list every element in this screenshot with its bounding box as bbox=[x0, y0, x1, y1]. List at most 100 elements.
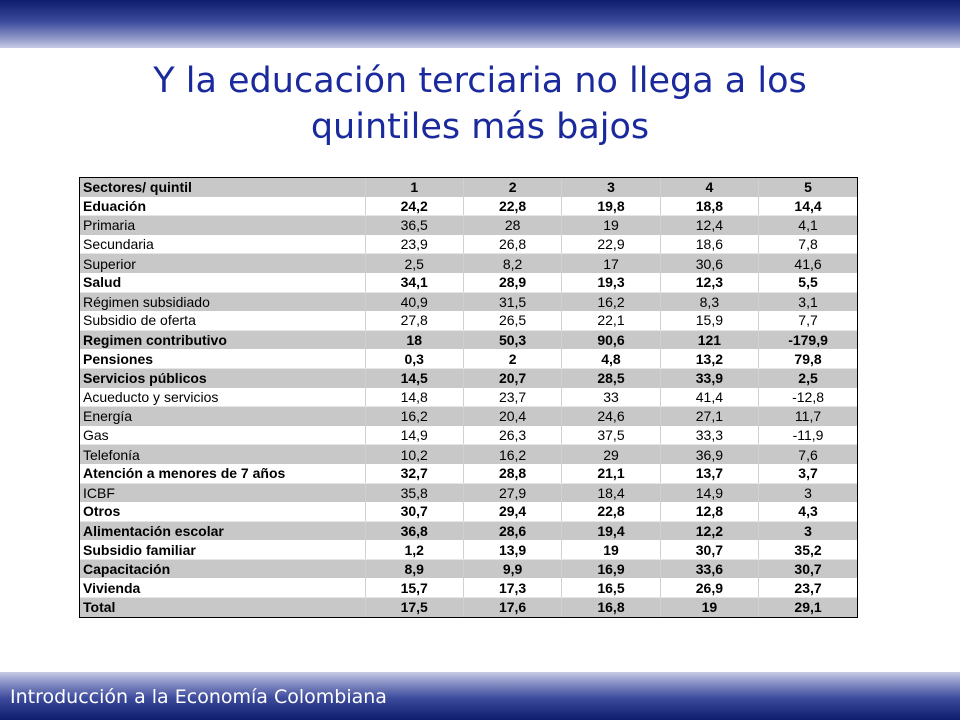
quintile-5-value: 23,7 bbox=[758, 578, 857, 599]
quintile-1-value: 8,9 bbox=[365, 559, 464, 579]
quintile-2-value: 28,6 bbox=[463, 521, 563, 541]
quintile-3-value: 22,8 bbox=[561, 502, 661, 522]
table-row: Regimen contributivo 18 50,3 90,6 121 -179,9 bbox=[80, 330, 857, 350]
quintile-2-value: 20,4 bbox=[463, 406, 563, 426]
header-quintile-2: 2 bbox=[463, 178, 563, 197]
quintile-2-value: 13,9 bbox=[463, 540, 563, 560]
header-quintile-4: 4 bbox=[660, 178, 760, 197]
quintile-3-value: 19 bbox=[561, 540, 661, 560]
quintile-1-value: 30,7 bbox=[365, 502, 464, 522]
quintile-4-value: 30,6 bbox=[660, 253, 760, 273]
top-decorative-bar bbox=[0, 0, 960, 48]
quintile-3-value: 19,8 bbox=[561, 196, 661, 217]
quintile-5-value: 4,3 bbox=[758, 502, 857, 522]
header-quintile-5: 5 bbox=[758, 178, 857, 197]
quintile-4-value: 13,7 bbox=[660, 463, 760, 484]
row-sector-label: Superior bbox=[80, 253, 366, 273]
quintile-3-value: 16,5 bbox=[561, 578, 661, 599]
header-quintile-1: 1 bbox=[365, 178, 464, 197]
bottom-decorative-bar bbox=[0, 672, 960, 720]
quintile-3-value: 33 bbox=[561, 387, 661, 408]
table-row: Secundaria 23,9 26,8 22,9 18,6 7,8 bbox=[80, 234, 857, 255]
quintile-5-value: 3 bbox=[758, 483, 857, 503]
table-row: Subsidio de oferta 27,8 26,5 22,1 15,9 7,7 bbox=[80, 311, 857, 331]
quintile-5-value: 4,1 bbox=[758, 215, 857, 235]
quintile-3-value: 29 bbox=[561, 444, 661, 464]
quintile-2-value: 28 bbox=[463, 215, 563, 235]
quintile-4-value: 26,9 bbox=[660, 578, 760, 599]
table-row: Energía 16,2 20,4 24,6 27,1 11,7 bbox=[80, 406, 857, 426]
quintile-4-value: 14,9 bbox=[660, 483, 760, 503]
quintile-5-value: 11,7 bbox=[758, 406, 857, 426]
quintile-1-value: 1,2 bbox=[365, 540, 464, 560]
quintile-2-value: 28,8 bbox=[463, 463, 563, 484]
quintile-1-value: 2,5 bbox=[365, 253, 464, 273]
row-sector-label: Subsidio familiar bbox=[80, 540, 366, 560]
quintile-1-value: 10,2 bbox=[365, 444, 464, 464]
quintile-3-value: 16,9 bbox=[561, 559, 661, 579]
quintile-1-value: 27,8 bbox=[365, 311, 464, 331]
quintile-1-value: 18 bbox=[365, 330, 464, 350]
quintile-4-value: 33,9 bbox=[660, 368, 760, 388]
slide-title: Y la educación terciaria no llega a los … bbox=[60, 58, 900, 150]
quintile-5-value: 7,8 bbox=[758, 234, 857, 255]
quintile-table-body: Sectores/ quintil 1 2 3 4 5 Eduación 24,2 22,8 19… bbox=[80, 178, 857, 617]
quintile-5-value: 3,1 bbox=[758, 292, 857, 312]
quintile-2-value: 22,8 bbox=[463, 196, 563, 217]
quintile-1-value: 14,5 bbox=[365, 368, 464, 388]
slide-title-line-1: Y la educación terciaria no llega a los bbox=[153, 61, 807, 101]
quintile-5-value: 30,7 bbox=[758, 559, 857, 579]
quintile-2-value: 26,8 bbox=[463, 234, 563, 255]
row-sector-label: Energía bbox=[80, 406, 366, 426]
quintile-1-value: 35,8 bbox=[365, 483, 464, 503]
quintile-1-value: 14,9 bbox=[365, 425, 464, 446]
header-quintile-3: 3 bbox=[561, 178, 661, 197]
quintile-2-value: 17,6 bbox=[463, 597, 563, 617]
table-row: Servicios públicos 14,5 20,7 28,5 33,9 2,5 bbox=[80, 368, 857, 388]
row-sector-label: Pensiones bbox=[80, 349, 366, 369]
quintile-2-value: 27,9 bbox=[463, 483, 563, 503]
quintile-5-value: -11,9 bbox=[758, 425, 857, 446]
quintile-5-value: 7,7 bbox=[758, 311, 857, 331]
quintile-4-value: 12,2 bbox=[660, 521, 760, 541]
row-sector-label: Gas bbox=[80, 425, 366, 446]
quintile-2-value: 26,5 bbox=[463, 311, 563, 331]
table-header-row: Sectores/ quintil 1 2 3 4 5 bbox=[80, 178, 857, 197]
row-sector-label: Telefonía bbox=[80, 444, 366, 464]
row-sector-label: Alimentación escolar bbox=[80, 521, 366, 541]
table-row: Eduación 24,2 22,8 19,8 18,8 14,4 bbox=[80, 196, 857, 217]
row-sector-label: Primaria bbox=[80, 215, 366, 235]
quintile-4-value: 41,4 bbox=[660, 387, 760, 408]
row-sector-label: Regimen contributivo bbox=[80, 330, 366, 350]
quintile-3-value: 21,1 bbox=[561, 463, 661, 484]
quintile-4-value: 13,2 bbox=[660, 349, 760, 369]
quintile-5-value: 35,2 bbox=[758, 540, 857, 560]
quintile-1-value: 32,7 bbox=[365, 463, 464, 484]
quintile-1-value: 23,9 bbox=[365, 234, 464, 255]
quintile-1-value: 17,5 bbox=[365, 597, 464, 617]
quintile-4-value: 18,8 bbox=[660, 196, 760, 217]
slide-title-line-2: quintiles más bajos bbox=[310, 107, 650, 147]
quintile-2-value: 28,9 bbox=[463, 272, 563, 293]
quintile-2-value: 16,2 bbox=[463, 444, 563, 464]
quintile-1-value: 40,9 bbox=[365, 292, 464, 312]
row-sector-label: Servicios públicos bbox=[80, 368, 366, 388]
quintile-2-value: 31,5 bbox=[463, 292, 563, 312]
quintile-4-value: 12,4 bbox=[660, 215, 760, 235]
quintile-5-value: 3,7 bbox=[758, 463, 857, 484]
quintile-5-value: 29,1 bbox=[758, 597, 857, 617]
quintile-3-value: 19 bbox=[561, 215, 661, 235]
quintile-3-value: 37,5 bbox=[561, 425, 661, 446]
row-sector-label: Total bbox=[80, 597, 366, 617]
quintile-5-value: 3 bbox=[758, 521, 857, 541]
quintile-4-value: 12,3 bbox=[660, 272, 760, 293]
table-row: ICBF 35,8 27,9 18,4 14,9 3 bbox=[80, 483, 857, 503]
header-sector-label: Sectores/ quintil bbox=[80, 178, 366, 197]
quintile-4-value: 33,3 bbox=[660, 425, 760, 446]
quintile-5-value: 7,6 bbox=[758, 444, 857, 464]
quintile-2-value: 26,3 bbox=[463, 425, 563, 446]
quintile-1-value: 15,7 bbox=[365, 578, 464, 599]
quintile-1-value: 14,8 bbox=[365, 387, 464, 408]
quintile-4-value: 30,7 bbox=[660, 540, 760, 560]
quintile-1-value: 36,8 bbox=[365, 521, 464, 541]
